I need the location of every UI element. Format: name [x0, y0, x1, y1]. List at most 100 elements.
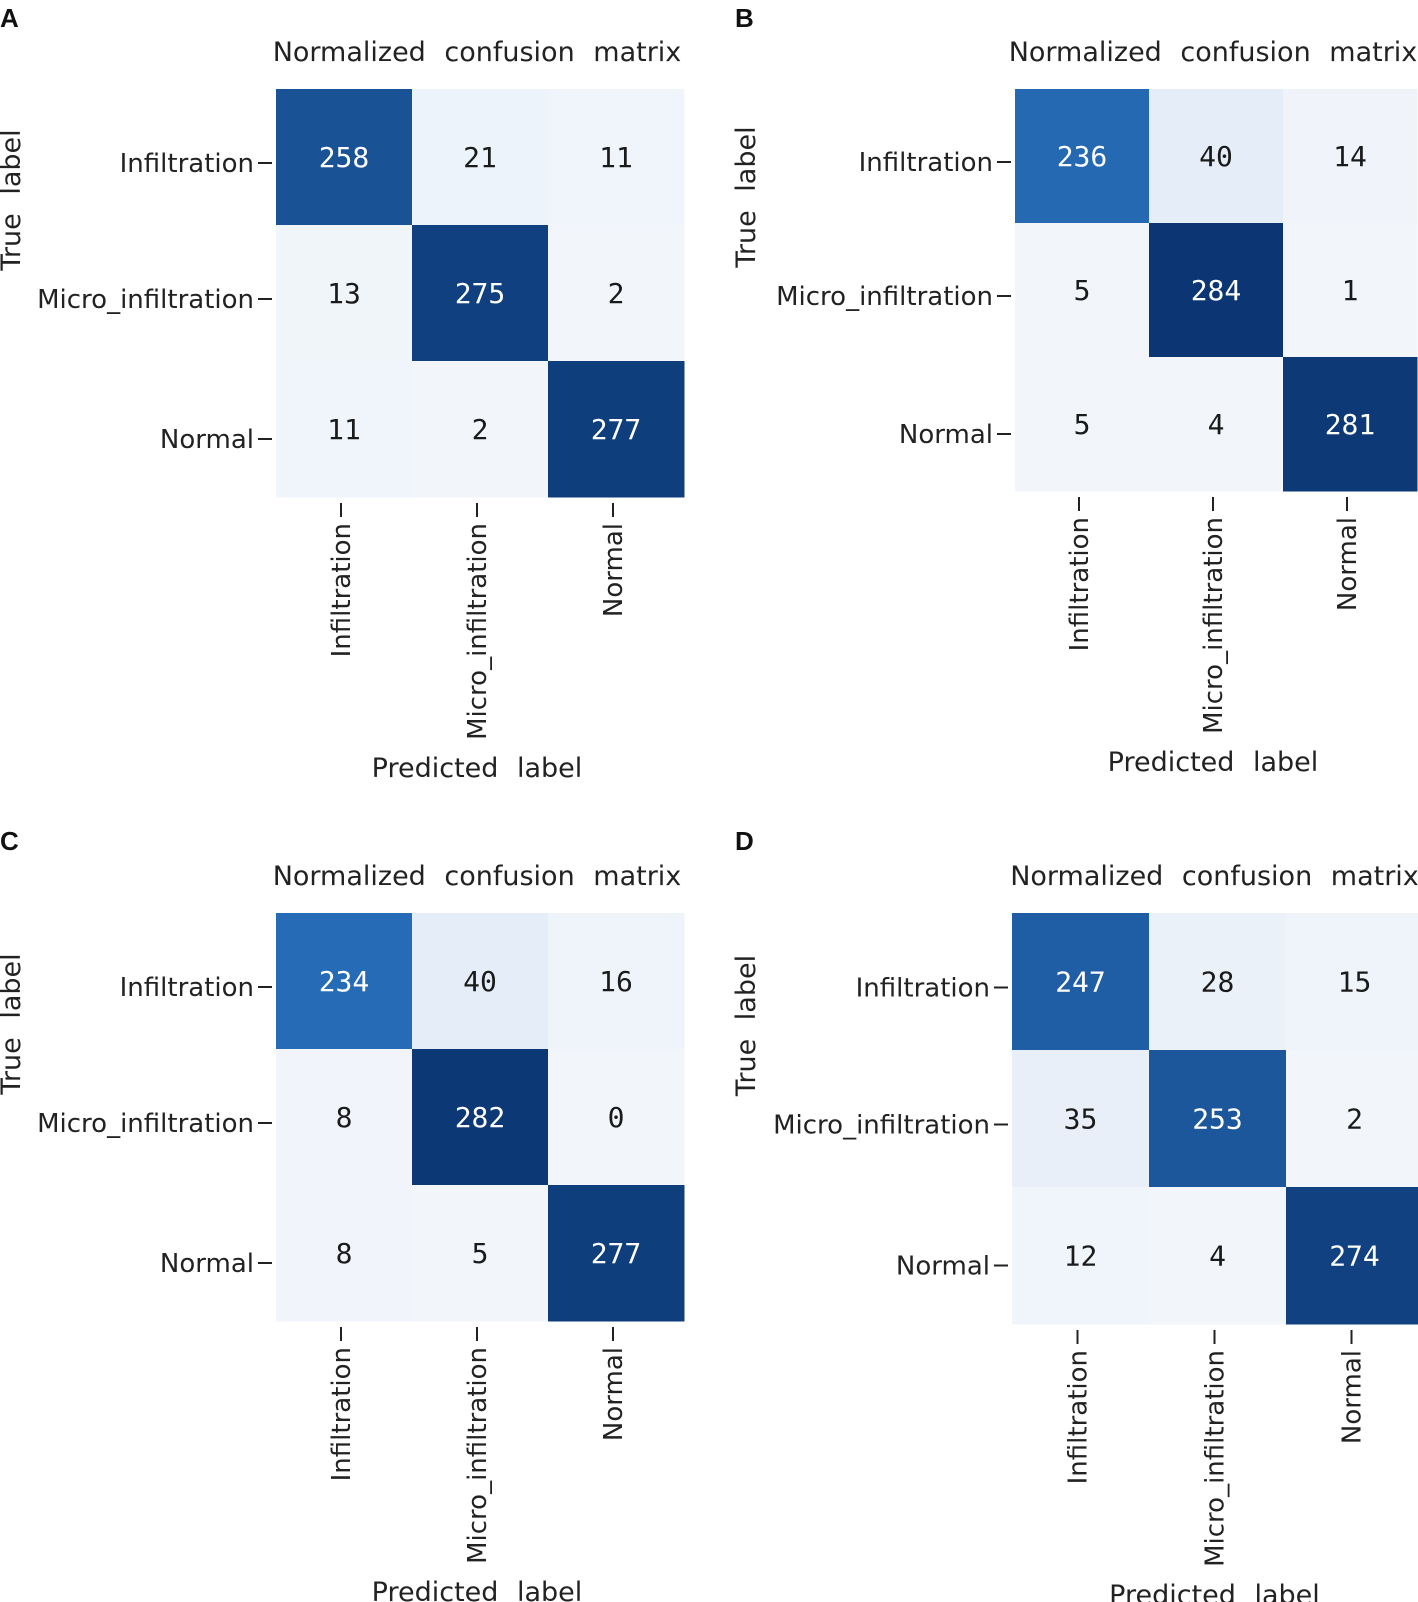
- heatmap-cell: [412, 89, 549, 226]
- chart-title: Normalized confusion matrix: [273, 37, 682, 68]
- cell-value-label: 40: [1199, 140, 1233, 173]
- cell-value-label: 275: [455, 277, 506, 310]
- heatmap-cell: [1015, 357, 1150, 492]
- chart-title: Normalized confusion matrix: [273, 861, 682, 892]
- x-tick-label: Micro_infiltration: [1201, 1350, 1231, 1567]
- panel-letter: C: [0, 826, 19, 856]
- heatmap-cell: [276, 361, 413, 498]
- heatmap-cell: [1283, 223, 1418, 358]
- panel-c: C Normalized confusion matrix 234 40 16 8 282 0…: [0, 826, 685, 1602]
- chart-title: Normalized confusion matrix: [1010, 861, 1418, 892]
- x-tick-label: Infiltration: [1065, 517, 1095, 651]
- cell-value-label: 28: [1201, 966, 1235, 999]
- x-tick-label: Infiltration: [1064, 1350, 1094, 1484]
- y-axis-title: True label: [0, 953, 27, 1095]
- heatmap-cell: [276, 913, 413, 1050]
- heatmap-cell: [548, 361, 685, 498]
- heatmap-cell: [1149, 223, 1284, 358]
- panel-letter: A: [0, 3, 19, 33]
- y-tick-label: Normal: [899, 420, 993, 450]
- heatmap-cell: [548, 1049, 685, 1186]
- cell-value-label: 236: [1057, 140, 1108, 173]
- heatmap-cell: [1283, 89, 1418, 224]
- cell-value-label: 12: [1064, 1240, 1098, 1273]
- heatmap-cell: [1012, 1050, 1150, 1188]
- x-tick-label: Micro_infiltration: [463, 523, 493, 740]
- cell-value-label: 35: [1064, 1103, 1098, 1136]
- x-axis-title: Predicted label: [1108, 747, 1319, 778]
- x-tick-label: Infiltration: [327, 1347, 357, 1481]
- cell-value-label: 4: [1209, 1240, 1226, 1273]
- cell-value-label: 5: [472, 1237, 489, 1270]
- cell-value-label: 14: [1333, 140, 1367, 173]
- heatmap-cell: [1286, 913, 1418, 1051]
- cell-value-label: 274: [1329, 1240, 1380, 1273]
- heatmap-cell: [1015, 89, 1150, 224]
- cell-value-label: 5: [1074, 408, 1091, 441]
- x-axis-title: Predicted label: [372, 753, 583, 784]
- cell-value-label: 2: [472, 413, 489, 446]
- heatmap-cell: [1149, 89, 1284, 224]
- cell-value-label: 21: [463, 141, 497, 174]
- y-tick-label: Normal: [896, 1252, 990, 1282]
- heatmap-cell: [1286, 1187, 1418, 1325]
- cell-value-label: 16: [599, 965, 633, 998]
- cell-value-label: 8: [336, 1101, 353, 1134]
- x-tick-label: Normal: [599, 523, 629, 617]
- heatmap-cell: [1149, 357, 1284, 492]
- y-tick-label: Normal: [160, 425, 254, 455]
- panel-d: D Normalized confusion matrix 247 28 15 35 253…: [731, 826, 1418, 1602]
- x-tick-label: Infiltration: [327, 523, 357, 657]
- y-axis-title: True label: [0, 129, 27, 271]
- heatmap-cell: [412, 913, 549, 1050]
- cell-value-label: 40: [463, 965, 497, 998]
- cell-value-label: 281: [1325, 408, 1376, 441]
- y-tick-label: Infiltration: [120, 149, 254, 179]
- cell-value-label: 2: [608, 277, 625, 310]
- cell-value-label: 5: [1074, 274, 1091, 307]
- y-axis-title: True label: [731, 126, 762, 268]
- cell-value-label: 284: [1191, 274, 1242, 307]
- cell-value-label: 13: [327, 277, 361, 310]
- y-tick-label: Infiltration: [856, 974, 990, 1004]
- heatmap-cell: [412, 361, 549, 498]
- cell-value-label: 282: [455, 1101, 506, 1134]
- heatmap-cell: [548, 89, 685, 226]
- y-tick-label: Infiltration: [859, 148, 993, 178]
- y-tick-label: Micro_infiltration: [37, 1109, 254, 1139]
- y-axis-title: True label: [731, 955, 762, 1097]
- heatmap-cell: [1286, 1050, 1418, 1188]
- cell-value-label: 247: [1055, 966, 1106, 999]
- y-tick-label: Infiltration: [120, 973, 254, 1003]
- cell-value-label: 0: [608, 1101, 625, 1134]
- cell-value-label: 253: [1192, 1103, 1243, 1136]
- heatmap-cell: [1283, 357, 1418, 492]
- x-tick-label: Normal: [1338, 1350, 1368, 1444]
- heatmap-cell: [1012, 913, 1150, 1051]
- heatmap-cell: [412, 1185, 549, 1322]
- cell-value-label: 11: [327, 413, 361, 446]
- cell-value-label: 11: [599, 141, 633, 174]
- cell-value-label: 2: [1346, 1103, 1363, 1136]
- heatmap-cell: [1149, 1050, 1287, 1188]
- heatmap-cell: [276, 89, 413, 226]
- panel-letter: D: [735, 826, 754, 856]
- cell-value-label: 8: [336, 1237, 353, 1270]
- cell-value-label: 1: [1342, 274, 1359, 307]
- heatmap-cell: [1149, 913, 1287, 1051]
- cell-value-label: 4: [1208, 408, 1225, 441]
- cell-value-label: 277: [591, 1237, 642, 1270]
- cell-value-label: 234: [319, 965, 370, 998]
- x-tick-label: Normal: [1333, 517, 1363, 611]
- heatmap-cell: [276, 1185, 413, 1322]
- chart-title: Normalized confusion matrix: [1009, 37, 1418, 68]
- x-axis-title: Predicted label: [372, 1577, 583, 1602]
- heatmap-cell: [276, 225, 413, 362]
- heatmap-cell: [412, 225, 549, 362]
- x-tick-label: Micro_infiltration: [463, 1347, 493, 1564]
- panel-a: A Normalized confusion matrix 258 21 11 13 275…: [0, 3, 685, 784]
- heatmap-cell: [548, 225, 685, 362]
- panel-letter: B: [735, 3, 754, 33]
